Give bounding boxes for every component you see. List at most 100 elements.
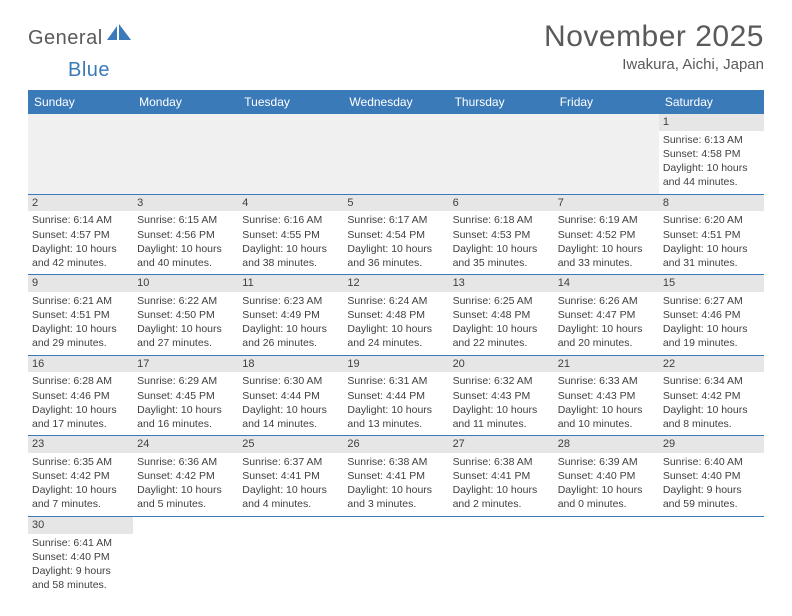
day-number: 13 — [449, 275, 554, 292]
day-number: 12 — [343, 275, 448, 292]
sunset-text: Sunset: 4:45 PM — [137, 389, 234, 403]
day-cell — [238, 114, 343, 194]
day-number: 17 — [133, 356, 238, 373]
sunset-text: Sunset: 4:48 PM — [453, 308, 550, 322]
daylight-text: Daylight: 10 hours and 8 minutes. — [663, 403, 760, 431]
sunset-text: Sunset: 4:54 PM — [347, 228, 444, 242]
day-number: 21 — [554, 356, 659, 373]
day-number: 8 — [659, 195, 764, 212]
sunrise-text: Sunrise: 6:37 AM — [242, 455, 339, 469]
sunrise-text: Sunrise: 6:27 AM — [663, 294, 760, 308]
day-number: 20 — [449, 356, 554, 373]
weekday-thursday: Thursday — [449, 90, 554, 114]
sunset-text: Sunset: 4:55 PM — [242, 228, 339, 242]
sunrise-text: Sunrise: 6:28 AM — [32, 374, 129, 388]
day-cell: 8Sunrise: 6:20 AMSunset: 4:51 PMDaylight… — [659, 195, 764, 275]
sunset-text: Sunset: 4:52 PM — [558, 228, 655, 242]
day-cell — [343, 114, 448, 194]
daylight-text: Daylight: 10 hours and 5 minutes. — [137, 483, 234, 511]
day-number: 30 — [28, 517, 133, 534]
sunset-text: Sunset: 4:42 PM — [663, 389, 760, 403]
sunrise-text: Sunrise: 6:38 AM — [347, 455, 444, 469]
title-block: November 2025 Iwakura, Aichi, Japan — [544, 20, 764, 73]
day-number: 9 — [28, 275, 133, 292]
daylight-text: Daylight: 10 hours and 27 minutes. — [137, 322, 234, 350]
daylight-text: Daylight: 10 hours and 0 minutes. — [558, 483, 655, 511]
day-cell: 28Sunrise: 6:39 AMSunset: 4:40 PMDayligh… — [554, 436, 659, 516]
sunrise-text: Sunrise: 6:15 AM — [137, 213, 234, 227]
sunset-text: Sunset: 4:46 PM — [32, 389, 129, 403]
sunset-text: Sunset: 4:46 PM — [663, 308, 760, 322]
day-number: 16 — [28, 356, 133, 373]
daylight-text: Daylight: 10 hours and 31 minutes. — [663, 242, 760, 270]
sunset-text: Sunset: 4:43 PM — [453, 389, 550, 403]
sunset-text: Sunset: 4:57 PM — [32, 228, 129, 242]
sunrise-text: Sunrise: 6:29 AM — [137, 374, 234, 388]
day-number: 1 — [659, 114, 764, 131]
logo-text-blue: Blue — [68, 59, 110, 82]
sunrise-text: Sunrise: 6:16 AM — [242, 213, 339, 227]
day-cell: 27Sunrise: 6:38 AMSunset: 4:41 PMDayligh… — [449, 436, 554, 516]
day-cell — [554, 517, 659, 597]
day-cell: 22Sunrise: 6:34 AMSunset: 4:42 PMDayligh… — [659, 356, 764, 436]
sunrise-text: Sunrise: 6:35 AM — [32, 455, 129, 469]
day-cell: 18Sunrise: 6:30 AMSunset: 4:44 PMDayligh… — [238, 356, 343, 436]
day-number: 7 — [554, 195, 659, 212]
daylight-text: Daylight: 10 hours and 42 minutes. — [32, 242, 129, 270]
daylight-text: Daylight: 10 hours and 14 minutes. — [242, 403, 339, 431]
day-cell: 26Sunrise: 6:38 AMSunset: 4:41 PMDayligh… — [343, 436, 448, 516]
daylight-text: Daylight: 10 hours and 10 minutes. — [558, 403, 655, 431]
day-cell: 14Sunrise: 6:26 AMSunset: 4:47 PMDayligh… — [554, 275, 659, 355]
day-cell — [133, 114, 238, 194]
sunrise-text: Sunrise: 6:17 AM — [347, 213, 444, 227]
weekday-friday: Friday — [554, 90, 659, 114]
sunset-text: Sunset: 4:41 PM — [453, 469, 550, 483]
daylight-text: Daylight: 10 hours and 38 minutes. — [242, 242, 339, 270]
day-cell — [449, 517, 554, 597]
day-cell: 17Sunrise: 6:29 AMSunset: 4:45 PMDayligh… — [133, 356, 238, 436]
sunset-text: Sunset: 4:49 PM — [242, 308, 339, 322]
day-cell — [449, 114, 554, 194]
sunrise-text: Sunrise: 6:31 AM — [347, 374, 444, 388]
sunrise-text: Sunrise: 6:41 AM — [32, 536, 129, 550]
daylight-text: Daylight: 10 hours and 13 minutes. — [347, 403, 444, 431]
day-cell: 6Sunrise: 6:18 AMSunset: 4:53 PMDaylight… — [449, 195, 554, 275]
page-container: General November 2025 Iwakura, Aichi, Ja… — [0, 0, 792, 616]
sunset-text: Sunset: 4:51 PM — [663, 228, 760, 242]
week-row: 2Sunrise: 6:14 AMSunset: 4:57 PMDaylight… — [28, 195, 764, 276]
day-cell — [133, 517, 238, 597]
day-number: 24 — [133, 436, 238, 453]
daylight-text: Daylight: 10 hours and 36 minutes. — [347, 242, 444, 270]
daylight-text: Daylight: 10 hours and 29 minutes. — [32, 322, 129, 350]
day-cell: 5Sunrise: 6:17 AMSunset: 4:54 PMDaylight… — [343, 195, 448, 275]
sunrise-text: Sunrise: 6:36 AM — [137, 455, 234, 469]
daylight-text: Daylight: 10 hours and 17 minutes. — [32, 403, 129, 431]
day-number: 14 — [554, 275, 659, 292]
sunrise-text: Sunrise: 6:24 AM — [347, 294, 444, 308]
daylight-text: Daylight: 10 hours and 24 minutes. — [347, 322, 444, 350]
sunrise-text: Sunrise: 6:23 AM — [242, 294, 339, 308]
day-number: 3 — [133, 195, 238, 212]
week-row: 23Sunrise: 6:35 AMSunset: 4:42 PMDayligh… — [28, 436, 764, 517]
weekday-header-row: Sunday Monday Tuesday Wednesday Thursday… — [28, 90, 764, 114]
day-cell — [659, 517, 764, 597]
sail-icon — [107, 24, 133, 47]
day-cell: 13Sunrise: 6:25 AMSunset: 4:48 PMDayligh… — [449, 275, 554, 355]
sunset-text: Sunset: 4:43 PM — [558, 389, 655, 403]
day-cell: 4Sunrise: 6:16 AMSunset: 4:55 PMDaylight… — [238, 195, 343, 275]
sunset-text: Sunset: 4:40 PM — [32, 550, 129, 564]
day-cell: 30Sunrise: 6:41 AMSunset: 4:40 PMDayligh… — [28, 517, 133, 597]
day-cell: 7Sunrise: 6:19 AMSunset: 4:52 PMDaylight… — [554, 195, 659, 275]
sunset-text: Sunset: 4:56 PM — [137, 228, 234, 242]
day-cell — [554, 114, 659, 194]
sunrise-text: Sunrise: 6:26 AM — [558, 294, 655, 308]
sunset-text: Sunset: 4:40 PM — [663, 469, 760, 483]
week-row: 16Sunrise: 6:28 AMSunset: 4:46 PMDayligh… — [28, 356, 764, 437]
day-cell: 1Sunrise: 6:13 AMSunset: 4:58 PMDaylight… — [659, 114, 764, 194]
day-cell: 16Sunrise: 6:28 AMSunset: 4:46 PMDayligh… — [28, 356, 133, 436]
day-cell: 12Sunrise: 6:24 AMSunset: 4:48 PMDayligh… — [343, 275, 448, 355]
logo: General — [28, 24, 135, 53]
sunrise-text: Sunrise: 6:32 AM — [453, 374, 550, 388]
weekday-wednesday: Wednesday — [343, 90, 448, 114]
day-number: 19 — [343, 356, 448, 373]
